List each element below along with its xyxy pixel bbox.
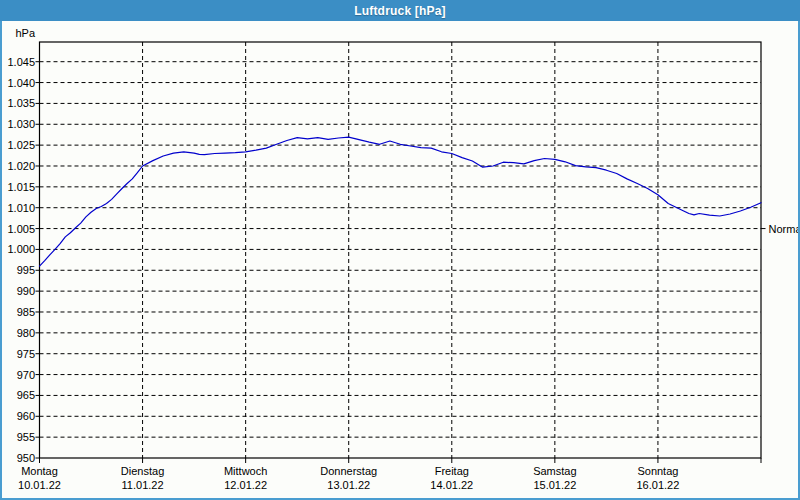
y-axis-label: 1.020 bbox=[7, 160, 35, 172]
y-axis-label: 970 bbox=[17, 369, 35, 381]
y-axis-label: 955 bbox=[17, 431, 35, 443]
y-axis-label: 1.025 bbox=[7, 139, 35, 151]
y-axis-label: 1.010 bbox=[7, 202, 35, 214]
date-label: 11.01.22 bbox=[122, 479, 164, 491]
y-axis-label: 980 bbox=[17, 327, 35, 339]
date-label: 10.01.22 bbox=[18, 479, 61, 491]
y-axis-label: 1.045 bbox=[7, 56, 35, 68]
date-label: 12.01.22 bbox=[224, 479, 267, 491]
weather-chart-window: Luftdruck [hPa] 1.045 1.040 1.035 1.030 1.02… bbox=[0, 0, 800, 500]
window-title: Luftdruck [hPa] bbox=[354, 4, 446, 18]
pressure-line bbox=[40, 137, 762, 266]
y-axis-label: 965 bbox=[17, 389, 35, 401]
y-axis-label: 1.035 bbox=[7, 97, 35, 109]
pressure-chart: 1.045 1.040 1.035 1.030 1.025 1.020 1.015 1.010… bbox=[2, 21, 798, 498]
y-axis-label: 1.000 bbox=[7, 243, 35, 255]
y-axis-label: 985 bbox=[17, 306, 35, 318]
date-label: 15.01.22 bbox=[533, 479, 576, 491]
y-axis-label: 1.040 bbox=[7, 77, 35, 89]
day-label: Samstag bbox=[533, 465, 576, 477]
y-axis-label: 950 bbox=[17, 452, 35, 464]
day-label: Dienstag bbox=[121, 465, 164, 477]
y-axis-label: 960 bbox=[17, 410, 35, 422]
y-axis-label: 990 bbox=[17, 285, 35, 297]
y-axis-label: 1.005 bbox=[7, 223, 35, 235]
y-axis-label: 1.015 bbox=[7, 181, 35, 193]
day-label: Sonntag bbox=[637, 465, 678, 477]
y-axis-label: 975 bbox=[17, 348, 35, 360]
chart-area: 1.045 1.040 1.035 1.030 1.025 1.020 1.015 1.010… bbox=[2, 21, 798, 498]
date-label: 16.01.22 bbox=[637, 479, 680, 491]
y-axis-label: 995 bbox=[17, 264, 35, 276]
date-label: 13.01.22 bbox=[327, 479, 370, 491]
normal-label: Normal bbox=[769, 223, 799, 235]
y-axis-label: 1.030 bbox=[7, 118, 35, 130]
day-label: Donnerstag bbox=[320, 465, 377, 477]
unit-label: hPa bbox=[15, 27, 35, 39]
titlebar: Luftdruck [hPa] bbox=[0, 0, 800, 21]
day-label: Freitag bbox=[435, 465, 469, 477]
day-label: Montag bbox=[21, 465, 58, 477]
date-label: 14.01.22 bbox=[430, 479, 473, 491]
day-label: Mittwoch bbox=[224, 465, 267, 477]
